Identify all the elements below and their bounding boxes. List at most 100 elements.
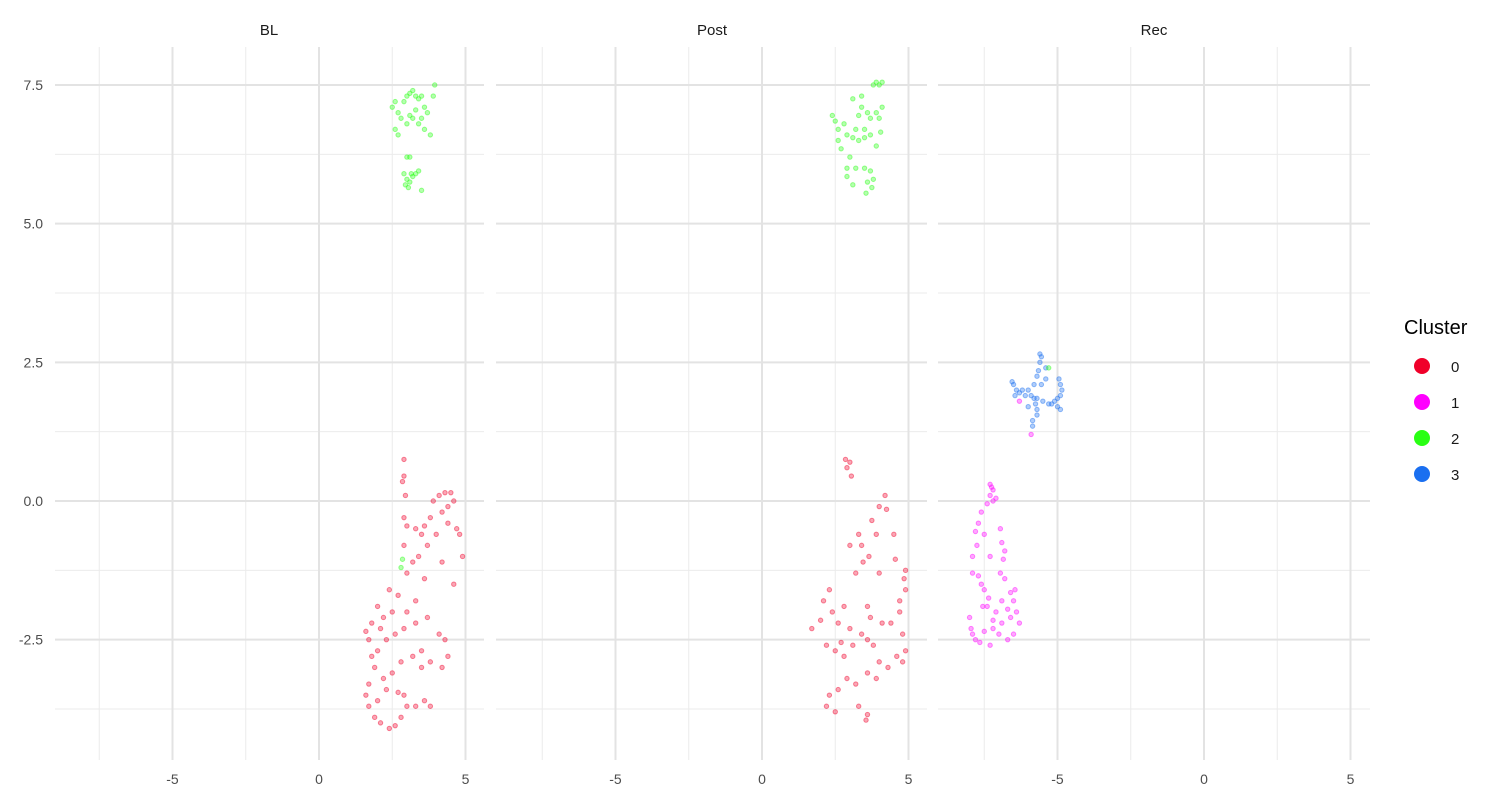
data-point	[823, 703, 830, 709]
y-tick-label: -2.5	[19, 632, 43, 648]
data-point	[850, 96, 856, 102]
data-point	[841, 121, 847, 127]
data-point	[363, 628, 369, 635]
data-point	[855, 703, 862, 709]
data-point	[847, 459, 853, 465]
x-tick-label: -5	[166, 771, 179, 787]
data-point	[1035, 367, 1042, 374]
data-point	[401, 542, 407, 549]
data-point	[844, 132, 850, 138]
data-point	[412, 93, 419, 99]
data-point	[459, 553, 466, 560]
data-point	[412, 703, 419, 709]
data-point	[402, 182, 409, 188]
data-point	[401, 456, 407, 463]
data-point	[879, 620, 885, 626]
data-point	[1002, 548, 1008, 554]
data-point	[442, 636, 448, 643]
data-point	[985, 595, 992, 601]
data-point	[448, 489, 454, 496]
data-point	[369, 653, 375, 660]
data-point	[974, 542, 980, 549]
data-point	[1013, 609, 1020, 615]
data-point	[984, 501, 990, 507]
data-point	[855, 137, 862, 144]
data-point	[421, 126, 428, 133]
data-point	[418, 648, 425, 654]
data-point	[1051, 398, 1058, 404]
legend-label-3: 3	[1451, 467, 1459, 484]
y-tick-label: 7.5	[24, 77, 44, 93]
data-point	[873, 675, 879, 682]
data-point	[427, 659, 434, 665]
data-point	[401, 625, 407, 632]
x-tick-label: 0	[1200, 771, 1208, 787]
data-point	[1056, 376, 1062, 382]
data-point	[861, 165, 868, 171]
data-point	[421, 575, 428, 582]
data-point	[418, 664, 425, 671]
data-point	[847, 154, 853, 160]
data-point	[902, 567, 909, 574]
data-point	[864, 636, 871, 643]
y-tick-label: 5.0	[24, 216, 44, 232]
data-point	[891, 531, 897, 537]
data-point	[407, 179, 413, 185]
data-point	[380, 675, 387, 682]
data-point	[1038, 381, 1045, 388]
data-point	[993, 609, 999, 615]
data-point	[876, 659, 882, 665]
data-point	[430, 93, 436, 99]
legend-label-1: 1	[1451, 395, 1459, 412]
data-point	[404, 609, 410, 615]
data-point	[838, 146, 844, 152]
data-point	[987, 553, 993, 560]
data-point	[968, 625, 974, 632]
data-point	[829, 112, 836, 119]
data-point	[401, 692, 407, 698]
data-point	[1002, 575, 1008, 582]
x-tick-label: 5	[905, 771, 913, 787]
data-point	[883, 506, 890, 513]
data-point	[445, 520, 451, 526]
data-point	[972, 636, 979, 643]
data-point	[412, 526, 419, 532]
data-point	[451, 498, 457, 504]
data-point	[451, 581, 457, 587]
data-point	[999, 539, 1005, 546]
data-point	[990, 617, 996, 623]
data-point	[424, 110, 431, 116]
data-point	[395, 132, 401, 138]
data-point	[415, 96, 422, 102]
data-point	[860, 559, 866, 565]
data-point	[809, 625, 815, 632]
data-point	[1054, 404, 1061, 410]
data-point	[404, 176, 410, 182]
data-point	[977, 639, 983, 646]
data-point	[969, 631, 976, 637]
data-point	[412, 598, 419, 604]
facet-strip-labels: BL Post Rec	[260, 22, 1168, 39]
data-point	[853, 126, 859, 133]
data-point	[401, 98, 407, 105]
data-point	[430, 498, 436, 504]
data-point	[1010, 631, 1017, 637]
data-point	[1012, 587, 1018, 593]
data-point	[386, 587, 393, 593]
data-point	[395, 110, 401, 116]
data-point	[407, 154, 413, 160]
data-point	[392, 631, 398, 637]
data-point	[424, 614, 431, 621]
data-point	[873, 79, 879, 85]
data-point	[1034, 373, 1040, 379]
data-point	[864, 110, 871, 116]
x-axis: -5 0 5 -5 0 5 -5 0 5	[166, 771, 1354, 787]
data-point	[981, 587, 987, 593]
legend-title: Cluster	[1404, 317, 1468, 339]
data-point	[987, 492, 993, 499]
data-point	[392, 722, 398, 729]
data-point	[445, 653, 451, 660]
data-point	[870, 82, 877, 88]
data-point	[984, 603, 990, 610]
data-point	[404, 703, 410, 709]
